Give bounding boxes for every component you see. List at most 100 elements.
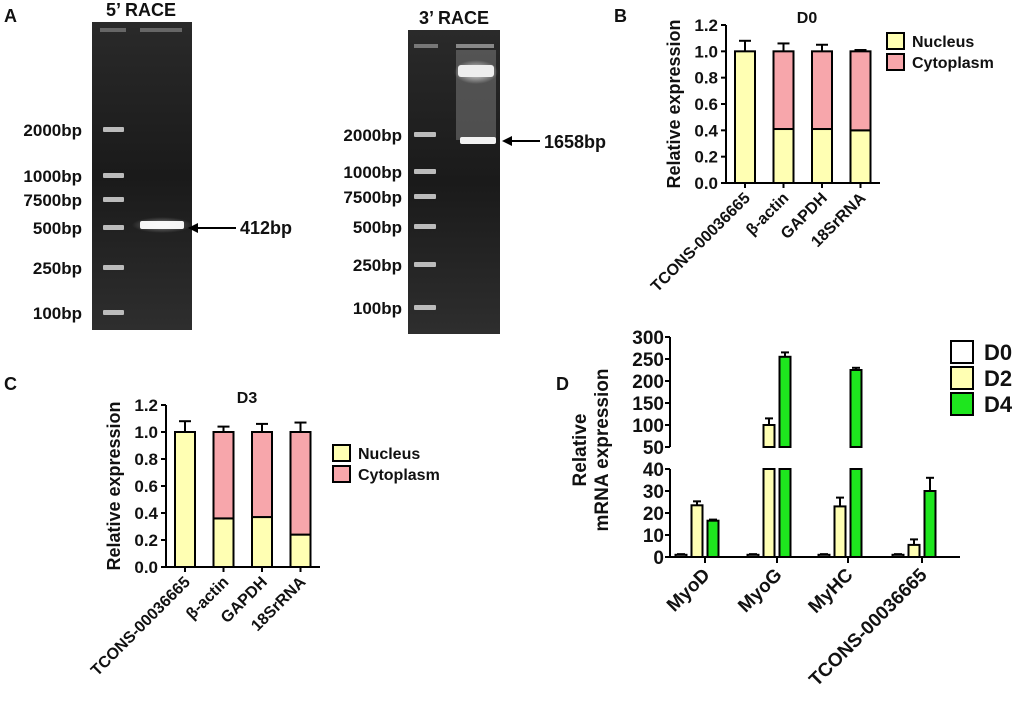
marker-labels: 2000bp 1000bp 7500bp 500bp 250bp 100bp (23, 121, 82, 323)
ladder-band (414, 224, 436, 229)
legend-swatch (332, 465, 351, 483)
legend-label: Cytoplasm (358, 467, 440, 484)
legend-label: Nucleus (358, 446, 420, 463)
ladder-band (414, 132, 436, 137)
y-tick-label: 50 (643, 438, 664, 459)
bar-cytoplasm (849, 50, 872, 132)
panel-label-b: B (614, 6, 627, 26)
marker-label: 2000bp (23, 121, 82, 140)
y-tick-label: 150 (632, 394, 664, 415)
y-axis-label-line1: Relative (570, 414, 591, 487)
legend-label: Nucleus (912, 34, 974, 51)
bar-nucleus (734, 50, 756, 185)
bar-cytoplasm (212, 431, 235, 520)
marker-label: 7500bp (343, 188, 402, 207)
y-tick-label: 0.2 (134, 531, 158, 550)
bar-d4-upper (849, 369, 863, 448)
gel-title: 3’ RACE (419, 8, 489, 28)
y-tick-label: 1.2 (134, 396, 158, 415)
marker-label: 7500bp (23, 191, 82, 210)
bar-d4-upper (778, 355, 792, 448)
x-tick-label: TCONS-00036665 (88, 574, 194, 680)
y-tick-label: 1.0 (694, 42, 718, 61)
marker-label: 500bp (33, 219, 82, 238)
chart-c-d3: 0.0 0.2 0.4 0.6 0.8 1.0 1.2 Relative expression… (88, 390, 440, 680)
y-tick-label: 0.4 (694, 121, 718, 140)
chart-title: D3 (237, 390, 258, 407)
marker-label: 100bp (33, 304, 82, 323)
bar-d2 (690, 504, 704, 558)
arrow-head-icon (188, 223, 198, 233)
ladder-band (414, 169, 436, 174)
marker-label: 1000bp (23, 167, 82, 186)
bar-d2-upper (762, 424, 776, 448)
y-tick-label: 1.0 (134, 423, 158, 442)
y-tick-label: 20 (643, 504, 664, 525)
bar-d4-lower (849, 468, 863, 558)
marker-label: 2000bp (343, 126, 402, 145)
ladder-band (414, 262, 436, 267)
legend-label: D4 (984, 392, 1013, 417)
y-tick-label: 1.2 (694, 16, 718, 35)
bar-nucleus (174, 431, 196, 568)
y-tick-label: 0 (653, 548, 664, 569)
ladder-band (414, 194, 436, 199)
y-axis-label: Relative expression (664, 19, 684, 188)
marker-label: 250bp (353, 256, 402, 275)
ladder-band (103, 127, 124, 132)
gel-3race: 3’ RACE 2000bp 1000bp 7500bp 500bp 250bp 100b… (343, 8, 606, 334)
legend-swatch (950, 392, 974, 416)
y-tick-label: 0.6 (694, 95, 718, 114)
bar-d2 (907, 543, 921, 559)
bar-nucleus (289, 533, 312, 568)
band-label: 412bp (240, 218, 292, 238)
bar-d4-lower (778, 468, 792, 558)
ladder-bands (414, 132, 436, 310)
ladder-band (414, 305, 436, 310)
legend-swatch (950, 366, 974, 390)
panel-label-a: A (4, 6, 17, 26)
y-tick-label: 250 (632, 350, 664, 371)
legend-label: D0 (984, 340, 1012, 365)
legend-swatch (332, 444, 351, 462)
bar-nucleus (212, 517, 235, 569)
legend-label: Cytoplasm (912, 55, 994, 72)
y-tick-label: 0.4 (134, 504, 158, 523)
ladder-band (103, 265, 124, 270)
y-axis-label: Relative expression (104, 401, 124, 570)
y-tick-label: 200 (632, 372, 664, 393)
y-tick-label: 0.2 (694, 148, 718, 167)
chart-b-d0: 0.0 0.2 0.4 0.6 0.8 1.0 1.2 Relative expression… (648, 10, 994, 296)
y-tick-label: 10 (643, 526, 664, 547)
x-tick-label: MyoG (734, 565, 786, 617)
legend-swatch (886, 32, 905, 50)
legend-swatch (950, 340, 974, 364)
x-tick-label: MyoD (663, 565, 714, 616)
marker-label: 500bp (353, 218, 402, 237)
bar-nucleus (811, 128, 833, 184)
y-tick-label: 0.6 (134, 477, 158, 496)
chart-title: D0 (797, 10, 818, 27)
bar-nucleus (849, 129, 872, 184)
bar-d2 (833, 505, 847, 558)
bar-d4 (923, 490, 937, 558)
ladder-band (103, 173, 124, 178)
y-tick-label: 100 (632, 416, 664, 437)
ladder-band (103, 310, 124, 315)
marker-label: 250bp (33, 259, 82, 278)
y-tick-label: 40 (643, 460, 664, 481)
y-tick-label: 0.8 (694, 69, 718, 88)
arrow-head-icon (502, 136, 512, 146)
bar-d4 (706, 519, 720, 559)
ladder-band (103, 225, 124, 230)
y-tick-label: 0.8 (134, 450, 158, 469)
bar-nucleus (251, 516, 273, 568)
bar-cytoplasm (811, 50, 833, 131)
bar-nucleus (772, 128, 795, 184)
y-tick-label: 30 (643, 482, 664, 503)
bar-d2-lower (762, 468, 776, 558)
band-label: 1658bp (544, 132, 606, 152)
bar-cytoplasm (251, 431, 273, 519)
